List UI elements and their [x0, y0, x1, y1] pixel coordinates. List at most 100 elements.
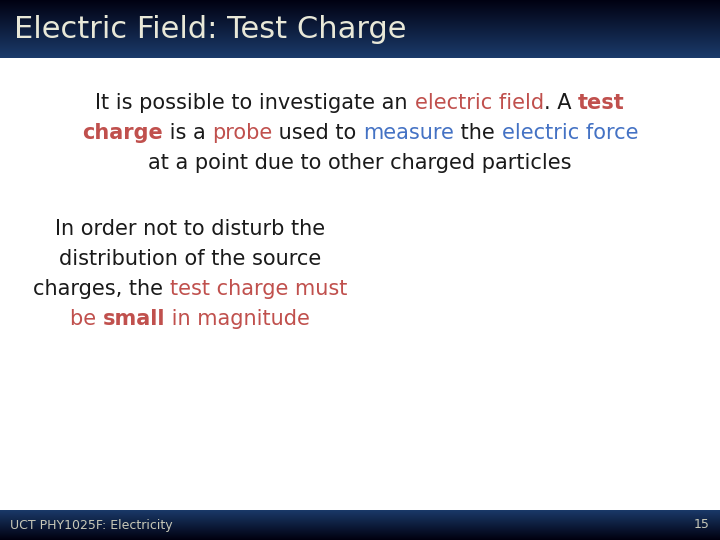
Text: 15: 15: [694, 518, 710, 531]
Bar: [0, 44, 720, 45]
Bar: [0, 525, 720, 526]
Bar: [0, 523, 720, 524]
Bar: [0, 31, 720, 32]
Bar: [0, 0, 720, 1]
Bar: [0, 530, 720, 531]
Text: charges, the: charges, the: [33, 279, 170, 299]
Bar: [0, 50, 720, 51]
Bar: [0, 520, 720, 521]
Bar: [0, 515, 720, 516]
Bar: [0, 58, 720, 510]
Bar: [0, 11, 720, 12]
Text: the: the: [454, 123, 502, 143]
Bar: [0, 15, 720, 16]
Bar: [0, 534, 720, 535]
Bar: [0, 531, 720, 532]
Bar: [0, 526, 720, 527]
Bar: [0, 512, 720, 513]
Bar: [0, 8, 720, 9]
Bar: [0, 35, 720, 36]
Bar: [0, 6, 720, 7]
Text: be: be: [70, 309, 103, 329]
Bar: [0, 7, 720, 8]
Bar: [0, 41, 720, 42]
Text: is a: is a: [163, 123, 212, 143]
Bar: [0, 524, 720, 525]
Bar: [0, 516, 720, 517]
Text: It is possible to investigate an: It is possible to investigate an: [96, 93, 415, 113]
Text: distribution of the source: distribution of the source: [59, 249, 321, 269]
Text: charge: charge: [82, 123, 163, 143]
Text: test: test: [578, 93, 624, 113]
Bar: [0, 535, 720, 536]
Text: electric force: electric force: [502, 123, 638, 143]
Bar: [0, 45, 720, 46]
Bar: [0, 532, 720, 533]
Bar: [0, 12, 720, 13]
Bar: [0, 27, 720, 28]
Bar: [0, 29, 720, 30]
Bar: [0, 538, 720, 539]
Bar: [0, 537, 720, 538]
Text: used to: used to: [272, 123, 364, 143]
Bar: [0, 2, 720, 3]
Bar: [0, 19, 720, 20]
Bar: [0, 48, 720, 49]
Bar: [0, 56, 720, 57]
Bar: [0, 10, 720, 11]
Bar: [0, 26, 720, 27]
Text: test charge must: test charge must: [170, 279, 347, 299]
Bar: [0, 34, 720, 35]
Bar: [0, 24, 720, 25]
Bar: [0, 521, 720, 522]
Bar: [0, 16, 720, 17]
Bar: [0, 517, 720, 518]
Bar: [0, 539, 720, 540]
Text: electric field: electric field: [415, 93, 544, 113]
Bar: [0, 522, 720, 523]
Bar: [0, 20, 720, 21]
Text: . A: . A: [544, 93, 578, 113]
Text: measure: measure: [364, 123, 454, 143]
Bar: [0, 518, 720, 519]
Bar: [0, 57, 720, 58]
Bar: [0, 32, 720, 33]
Bar: [0, 52, 720, 53]
Bar: [0, 536, 720, 537]
Bar: [0, 5, 720, 6]
Bar: [0, 23, 720, 24]
Bar: [0, 30, 720, 31]
Text: at a point due to other charged particles: at a point due to other charged particle…: [148, 153, 572, 173]
Text: probe: probe: [212, 123, 272, 143]
Bar: [0, 9, 720, 10]
Bar: [0, 22, 720, 23]
Bar: [0, 533, 720, 534]
Text: small: small: [103, 309, 165, 329]
Bar: [0, 528, 720, 529]
Bar: [0, 17, 720, 18]
Bar: [0, 28, 720, 29]
Bar: [0, 42, 720, 43]
Bar: [0, 33, 720, 34]
Bar: [0, 1, 720, 2]
Bar: [0, 55, 720, 56]
Bar: [0, 514, 720, 515]
Text: in magnitude: in magnitude: [165, 309, 310, 329]
Bar: [0, 513, 720, 514]
Bar: [0, 38, 720, 39]
Text: UCT PHY1025F: Electricity: UCT PHY1025F: Electricity: [10, 518, 173, 531]
Bar: [0, 37, 720, 38]
Bar: [0, 43, 720, 44]
Bar: [0, 46, 720, 47]
Text: In order not to disturb the: In order not to disturb the: [55, 219, 325, 239]
Bar: [0, 51, 720, 52]
Bar: [0, 18, 720, 19]
Bar: [0, 21, 720, 22]
Bar: [0, 49, 720, 50]
Bar: [0, 519, 720, 520]
Bar: [0, 36, 720, 37]
Bar: [0, 4, 720, 5]
Bar: [0, 511, 720, 512]
Bar: [0, 53, 720, 54]
Bar: [0, 54, 720, 55]
